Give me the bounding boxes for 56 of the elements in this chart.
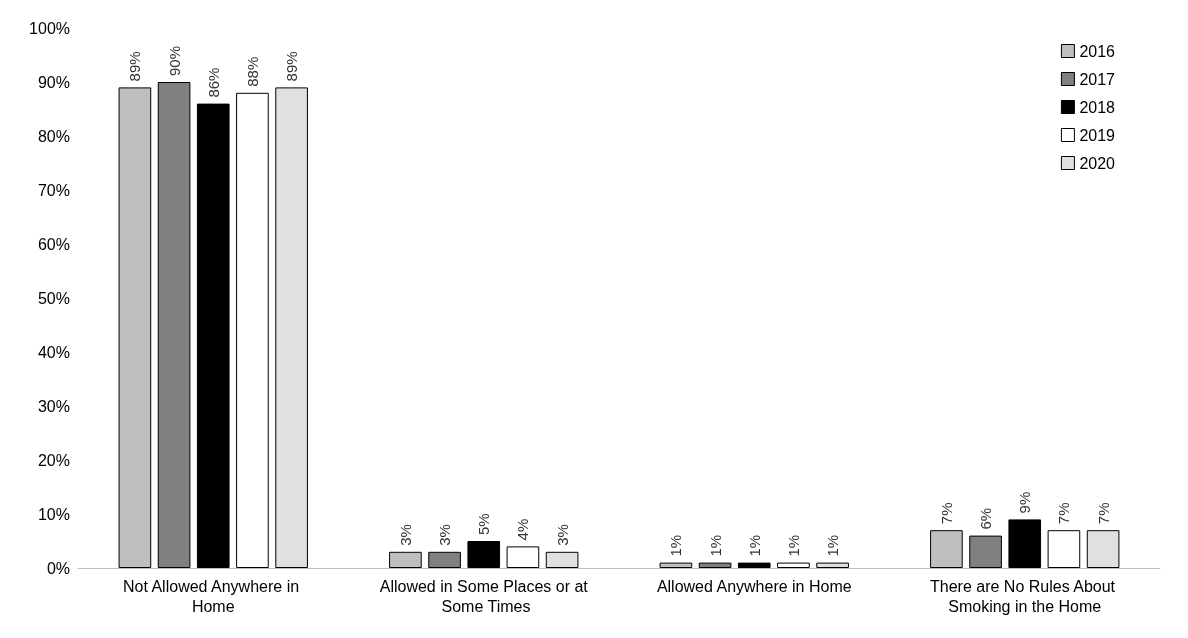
legend-label: 2020 <box>1079 154 1116 172</box>
bar <box>1047 530 1081 568</box>
y-tick-label: 80% <box>37 127 70 145</box>
bar <box>467 541 501 568</box>
x-tick-label: Not Allowed Anywhere in Home <box>122 577 304 615</box>
data-label: 7% <box>937 502 955 525</box>
bar <box>428 551 461 568</box>
data-label: 1% <box>745 534 763 557</box>
data-label: 86% <box>204 67 222 98</box>
bar <box>545 551 579 568</box>
legend-label: 2018 <box>1079 98 1116 116</box>
y-tick-label: 100% <box>29 19 70 37</box>
bar <box>777 562 810 568</box>
data-label: 89% <box>283 51 301 82</box>
bar <box>816 562 849 568</box>
data-label: 1% <box>784 534 802 557</box>
y-tick-label: 40% <box>37 343 70 361</box>
x-tick-label: Allowed in Some Places or at Some Times <box>379 577 589 615</box>
data-label: 3% <box>436 524 454 546</box>
y-tick-label: 20% <box>37 451 70 469</box>
legend-label: 2019 <box>1079 126 1116 144</box>
data-label: 3% <box>553 524 571 546</box>
y-tick-label: 50% <box>37 289 70 307</box>
y-tick-label: 30% <box>37 397 70 415</box>
bar <box>157 82 191 568</box>
x-tick-label: Allowed Anywhere in Home <box>656 577 852 595</box>
bar <box>1008 519 1042 568</box>
data-label: 6% <box>977 507 995 530</box>
data-label: 7% <box>1055 502 1073 525</box>
y-tick-label: 60% <box>37 235 70 253</box>
y-tick-label: 90% <box>37 73 70 91</box>
data-label: 1% <box>824 534 842 557</box>
bar <box>969 535 1002 568</box>
data-label: 90% <box>165 45 183 76</box>
data-label: 9% <box>1016 491 1034 514</box>
data-label: 89% <box>126 51 144 82</box>
bar <box>275 87 308 568</box>
data-label: 7% <box>1094 502 1112 525</box>
data-label: 1% <box>667 534 685 557</box>
bar <box>698 562 732 568</box>
bar <box>1086 530 1120 568</box>
data-label: 5% <box>475 513 493 535</box>
y-tick-label: 10% <box>37 505 70 523</box>
bar <box>737 562 771 568</box>
data-label: 1% <box>706 534 724 557</box>
x-tick-label: There are No Rules About Smoking in the Home <box>930 577 1120 615</box>
y-tick-label: 70% <box>37 181 70 199</box>
bar <box>196 103 230 568</box>
bar <box>506 546 540 568</box>
y-tick-label: 0% <box>46 559 70 577</box>
data-label: 4% <box>514 518 532 541</box>
data-label: 3% <box>396 524 414 546</box>
data-label: 88% <box>243 56 261 87</box>
legend-label: 2016 <box>1079 42 1116 60</box>
bar <box>236 92 269 568</box>
legend-label: 2017 <box>1079 70 1116 88</box>
